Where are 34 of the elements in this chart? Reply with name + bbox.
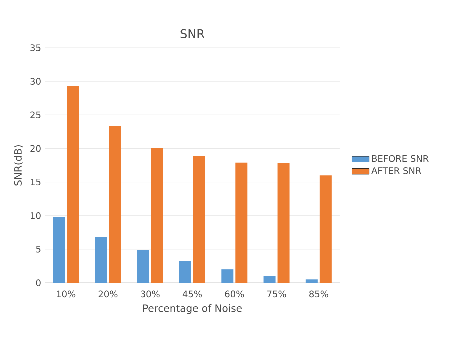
x-tick-label: 45% xyxy=(182,290,202,298)
chart-title: SNR xyxy=(180,29,205,38)
x-axis-title: Percentage of Noise xyxy=(143,304,242,314)
bar xyxy=(53,217,66,283)
bar xyxy=(137,250,150,283)
x-tick-label: 85% xyxy=(310,290,328,298)
y-tick-label: 0 xyxy=(36,280,41,286)
y-tick-label: 15 xyxy=(31,178,41,186)
bar xyxy=(278,163,290,283)
bar xyxy=(109,126,122,283)
y-tick-label: 5 xyxy=(36,246,41,253)
bar xyxy=(264,276,276,283)
y-axis-title: SNR(dB) xyxy=(14,145,24,186)
y-tick-label: 10 xyxy=(31,212,41,220)
legend-label: AFTER SNR xyxy=(372,168,422,174)
x-tick-label: 75% xyxy=(268,290,286,298)
x-tick-label: 60% xyxy=(225,290,244,298)
y-tick-label: 35 xyxy=(30,44,41,52)
bar xyxy=(95,237,108,283)
y-tick-label: 30 xyxy=(30,78,41,85)
bar xyxy=(193,156,206,283)
bar xyxy=(236,162,248,283)
x-tick-label: 10% xyxy=(57,290,76,298)
bar xyxy=(320,176,332,283)
y-tick-label: 25 xyxy=(30,112,41,119)
legend-label: BEFORE SNR xyxy=(372,155,429,162)
bar xyxy=(151,148,164,283)
x-tick-label: 30% xyxy=(141,290,160,298)
y-tick-label: 20 xyxy=(30,145,41,152)
bar xyxy=(67,86,80,283)
bar xyxy=(222,270,234,283)
bar xyxy=(306,280,318,283)
x-tick-label: 20% xyxy=(98,290,118,298)
bar xyxy=(180,262,192,283)
